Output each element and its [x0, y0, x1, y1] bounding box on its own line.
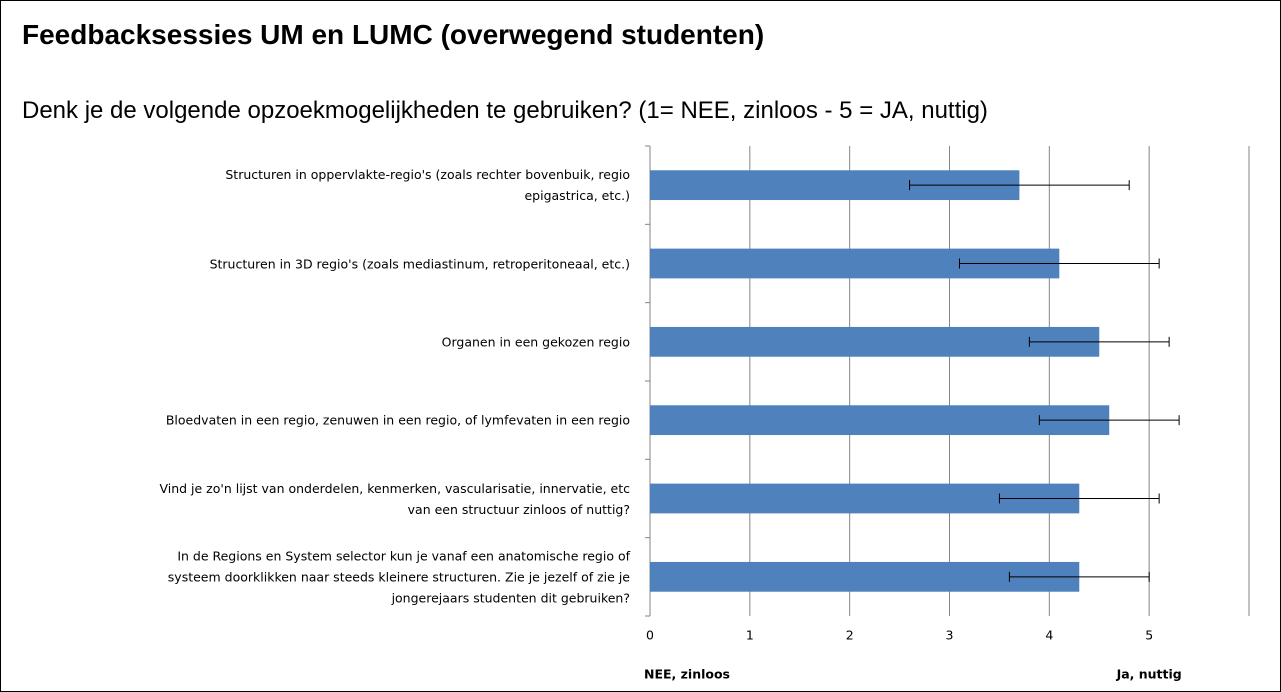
bar: [650, 405, 1110, 436]
y-tick-label: Bloedvaten in een regio, zenuwen in een …: [165, 412, 630, 428]
bar: [650, 561, 1080, 592]
subtitle: Denk je de volgende opzoekmogelijkheden …: [22, 97, 988, 124]
x-tick-label: 2: [846, 628, 854, 643]
x-tick-label: 3: [946, 628, 954, 643]
y-tick-label: Structuren in 3D regio's (zoals mediasti…: [209, 256, 630, 271]
x-tick-label: 0: [646, 628, 654, 643]
x-tick-label: 4: [1045, 628, 1053, 643]
x-tick-label: 1: [746, 628, 754, 643]
y-tick-label: Vind je zo'n lijst van onderdelen, kenme…: [159, 480, 630, 517]
bar: [650, 326, 1100, 357]
y-tick-label: In de Regions en System selector kun je …: [167, 548, 630, 606]
x-label-left: NEE, zinloos: [644, 667, 730, 682]
y-tick-label: Organen in een gekozen regio: [441, 334, 630, 350]
title: Feedbacksessies UM en LUMC (overwegend s…: [22, 19, 765, 50]
y-tick-label: Structuren in oppervlakte-regio's (zoals…: [225, 167, 630, 204]
x-label-right: Ja, nuttig: [1116, 667, 1182, 682]
x-tick-label: 5: [1145, 628, 1153, 643]
